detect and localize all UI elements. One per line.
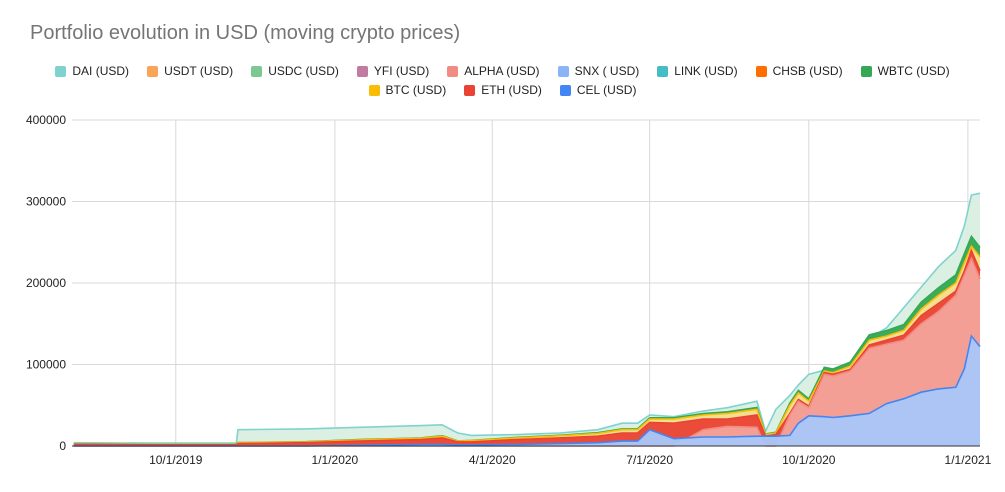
legend-label: USDT (USD) xyxy=(164,64,234,78)
legend-item[interactable]: LINK (USD) xyxy=(657,64,738,78)
y-tick-label: 0 xyxy=(59,439,66,453)
legend-swatch xyxy=(447,65,459,77)
x-tick-label: 10/1/2019 xyxy=(149,453,203,467)
legend-swatch xyxy=(557,65,569,77)
y-tick-label: 100000 xyxy=(26,358,66,372)
series-line-cel xyxy=(73,334,981,447)
legend-item[interactable]: ETH (USD) xyxy=(464,83,542,97)
legend-label: ETH (USD) xyxy=(481,83,542,97)
legend-row-2: BTC (USD) ETH (USD) CEL (USD) xyxy=(0,83,1005,97)
legend-item[interactable]: WBTC (USD) xyxy=(860,64,950,78)
chart-title: Portfolio evolution in USD (moving crypt… xyxy=(30,22,461,44)
legend-label: YFI (USD) xyxy=(373,64,430,78)
legend-swatch xyxy=(251,65,263,77)
legend-label: CHSB (USD) xyxy=(772,64,843,78)
legend-item[interactable]: YFI (USD) xyxy=(356,64,430,78)
series-line-eth xyxy=(73,248,981,446)
y-tick-label: 300000 xyxy=(26,195,66,209)
legend-swatch xyxy=(755,65,767,77)
legend-item[interactable]: USDC (USD) xyxy=(251,64,339,78)
legend-label: CEL (USD) xyxy=(576,83,637,97)
x-tick-label: 1/1/2021 xyxy=(945,453,992,467)
legend-item[interactable]: CEL (USD) xyxy=(559,83,637,97)
x-tick-label: 1/1/2020 xyxy=(312,453,359,467)
legend-label: ALPHA (USD) xyxy=(464,64,540,78)
legend-swatch xyxy=(147,65,159,77)
x-tick-label: 10/1/2020 xyxy=(782,453,836,467)
legend-swatch xyxy=(657,65,669,77)
legend-item[interactable]: BTC (USD) xyxy=(368,83,447,97)
legend-label: BTC (USD) xyxy=(385,83,447,97)
x-tick-label: 7/1/2020 xyxy=(626,453,673,467)
legend-item[interactable]: USDT (USD) xyxy=(147,64,233,78)
legend-item[interactable]: DAI (USD) xyxy=(55,64,129,78)
y-tick-label: 400000 xyxy=(26,113,66,127)
legend-label: SNX ( USD) xyxy=(574,64,640,78)
area-cel xyxy=(73,336,980,446)
legend-swatch xyxy=(55,65,67,77)
y-tick-label: 200000 xyxy=(26,276,66,290)
legend-label: WBTC (USD) xyxy=(877,64,950,78)
legend-row-1: DAI (USD) USDT (USD) USDC (USD) YFI (USD) AL… xyxy=(0,64,1005,78)
legend-item[interactable]: SNX ( USD) xyxy=(557,64,640,78)
legend-item[interactable]: ALPHA (USD) xyxy=(447,64,540,78)
legend-swatch xyxy=(559,84,571,96)
legend-item[interactable]: CHSB (USD) xyxy=(755,64,843,78)
legend-swatch xyxy=(464,84,476,96)
legend-label: DAI (USD) xyxy=(72,64,130,78)
series-line-btc xyxy=(73,244,981,446)
legend-swatch xyxy=(860,65,872,77)
x-tick-label: 4/1/2020 xyxy=(469,453,516,467)
legend-label: USDC (USD) xyxy=(268,64,339,78)
series-line-dai xyxy=(73,192,981,444)
legend-swatch xyxy=(368,84,380,96)
legend-label: LINK (USD) xyxy=(674,64,738,78)
legend-swatch xyxy=(356,65,368,77)
